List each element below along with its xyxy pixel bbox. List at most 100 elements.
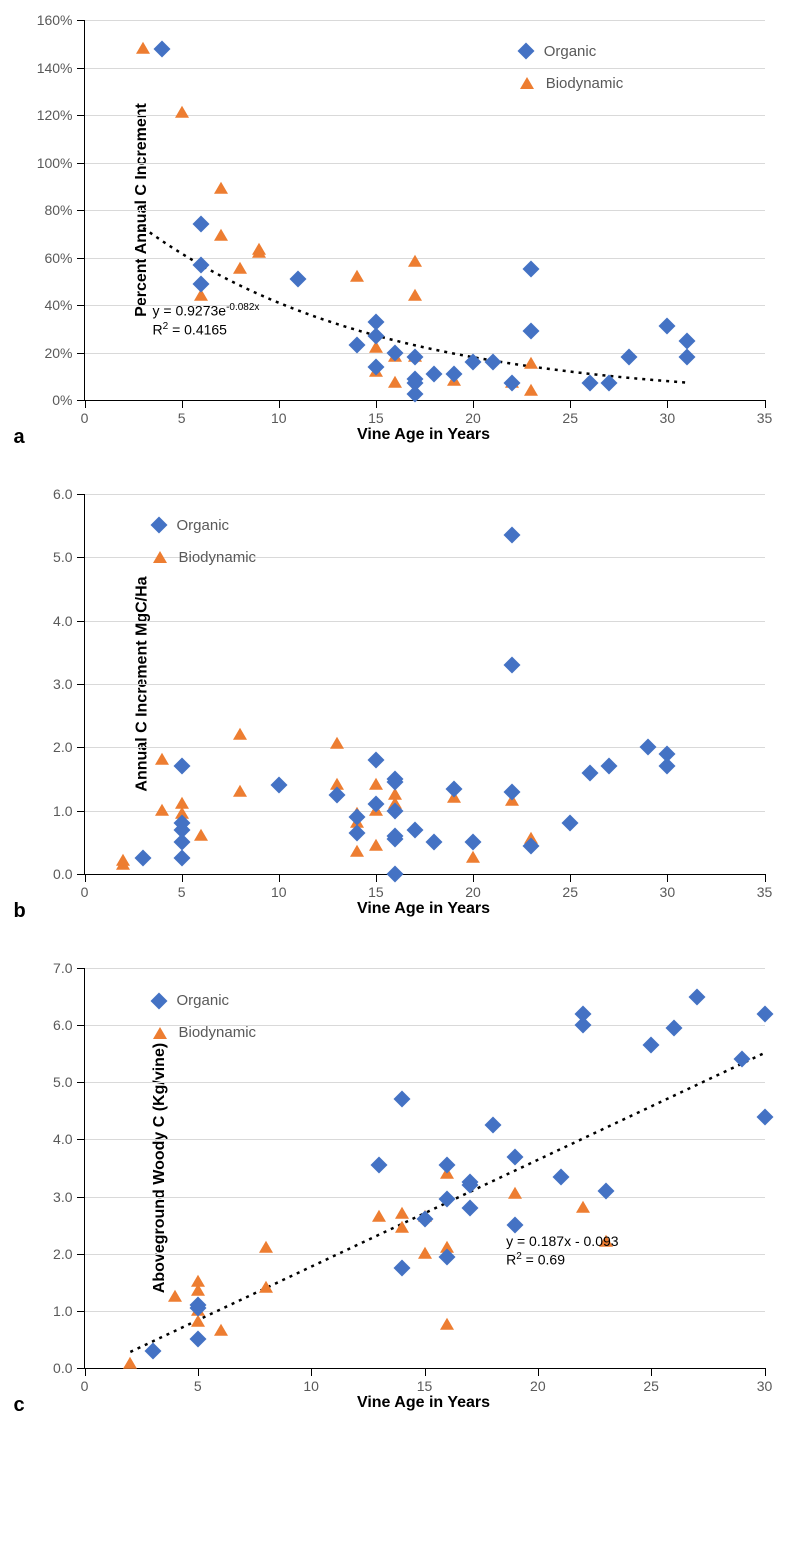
y-tick-label: 160% — [37, 12, 85, 28]
biodynamic-point — [155, 753, 169, 765]
biodynamic-point — [214, 1324, 228, 1336]
triangle-icon — [153, 551, 167, 563]
y-tick-label: 7.0 — [53, 960, 84, 976]
biodynamic-point — [524, 357, 538, 369]
gridline — [85, 258, 765, 259]
gridline — [85, 1082, 765, 1083]
biodynamic-point — [252, 246, 266, 258]
biodynamic-point — [136, 41, 150, 53]
biodynamic-point — [369, 778, 383, 790]
biodynamic-point — [191, 1315, 205, 1327]
y-tick-label: 6.0 — [53, 1017, 84, 1033]
x-tick-label: 0 — [81, 874, 89, 900]
organic-point — [733, 1051, 750, 1068]
biodynamic-point — [466, 851, 480, 863]
organic-point — [665, 1020, 682, 1037]
biodynamic-point — [233, 784, 247, 796]
organic-point — [173, 758, 190, 775]
legend-label: Biodynamic — [179, 549, 257, 566]
x-tick-label: 25 — [562, 874, 578, 900]
panel-letter: b — [14, 900, 26, 923]
x-tick-label: 0 — [81, 1368, 89, 1394]
legend-label: Organic — [177, 992, 230, 1009]
organic-point — [484, 354, 501, 371]
biodynamic-point — [175, 797, 189, 809]
biodynamic-point — [440, 1318, 454, 1330]
x-tick-label: 20 — [465, 874, 481, 900]
organic-point — [387, 866, 404, 883]
x-tick-label: 30 — [660, 874, 676, 900]
organic-point — [393, 1091, 410, 1108]
biodynamic-point — [508, 1187, 522, 1199]
y-tick-label: 1.0 — [53, 1303, 84, 1319]
biodynamic-point — [330, 737, 344, 749]
y-tick-label: 3.0 — [53, 1189, 84, 1205]
biodynamic-point — [408, 288, 422, 300]
organic-point — [134, 850, 151, 867]
biodynamic-point — [418, 1247, 432, 1259]
x-tick-label: 20 — [465, 400, 481, 426]
x-tick-label: 30 — [660, 400, 676, 426]
diamond-icon — [150, 992, 167, 1009]
organic-point — [562, 815, 579, 832]
biodynamic-point — [524, 383, 538, 395]
x-tick-label: 5 — [178, 400, 186, 426]
gridline — [85, 684, 765, 685]
organic-point — [678, 349, 695, 366]
organic-point — [193, 256, 210, 273]
organic-point — [173, 834, 190, 851]
organic-point — [393, 1260, 410, 1277]
chart-panel-c: Aboveground Woody C (Kg/vine)0.01.02.03.… — [14, 968, 774, 1412]
organic-point — [193, 216, 210, 233]
y-tick-label: 140% — [37, 60, 85, 76]
biodynamic-point — [369, 838, 383, 850]
biodynamic-point — [168, 1289, 182, 1301]
gridline — [85, 968, 765, 969]
regression-equation: y = 0.9273e-0.082xR2 = 0.4165 — [153, 301, 260, 339]
organic-point — [439, 1191, 456, 1208]
legend-item-biodynamic: Biodynamic — [153, 1024, 257, 1041]
biodynamic-point — [372, 1209, 386, 1221]
legend-item-organic: Organic — [153, 517, 257, 534]
y-tick-label: 2.0 — [53, 739, 84, 755]
legend-label: Organic — [177, 517, 230, 534]
biodynamic-point — [388, 376, 402, 388]
organic-point — [367, 313, 384, 330]
gridline — [85, 1311, 765, 1312]
plot-area: Aboveground Woody C (Kg/vine)0.01.02.03.… — [84, 968, 765, 1369]
gridline — [85, 621, 765, 622]
organic-point — [144, 1342, 161, 1359]
organic-point — [484, 1117, 501, 1134]
biodynamic-point — [259, 1281, 273, 1293]
y-tick-label: 1.0 — [53, 803, 84, 819]
legend-item-organic: Organic — [520, 43, 624, 60]
biodynamic-point — [576, 1201, 590, 1213]
panel-letter: c — [14, 1394, 25, 1417]
panel-letter: a — [14, 426, 25, 449]
organic-point — [659, 318, 676, 335]
biodynamic-point — [194, 829, 208, 841]
x-tick-label: 10 — [271, 874, 287, 900]
plot-area: Annual C Increment MgC/Ha0.01.02.03.04.0… — [84, 494, 765, 875]
legend: OrganicBiodynamic — [520, 43, 624, 107]
organic-point — [426, 365, 443, 382]
biodynamic-point — [233, 727, 247, 739]
y-tick-label: 4.0 — [53, 1131, 84, 1147]
organic-point — [581, 764, 598, 781]
triangle-icon — [153, 1027, 167, 1039]
organic-point — [406, 821, 423, 838]
organic-point — [507, 1148, 524, 1165]
y-tick-label: 100% — [37, 155, 85, 171]
organic-point — [523, 323, 540, 340]
organic-point — [756, 1108, 773, 1125]
gridline — [85, 1139, 765, 1140]
biodynamic-point — [408, 255, 422, 267]
y-axis-label: Aboveground Woody C (Kg/vine) — [151, 1043, 169, 1293]
organic-point — [503, 657, 520, 674]
organic-point — [601, 758, 618, 775]
biodynamic-point — [191, 1284, 205, 1296]
gridline — [85, 353, 765, 354]
organic-point — [348, 337, 365, 354]
organic-point — [523, 261, 540, 278]
organic-point — [688, 988, 705, 1005]
